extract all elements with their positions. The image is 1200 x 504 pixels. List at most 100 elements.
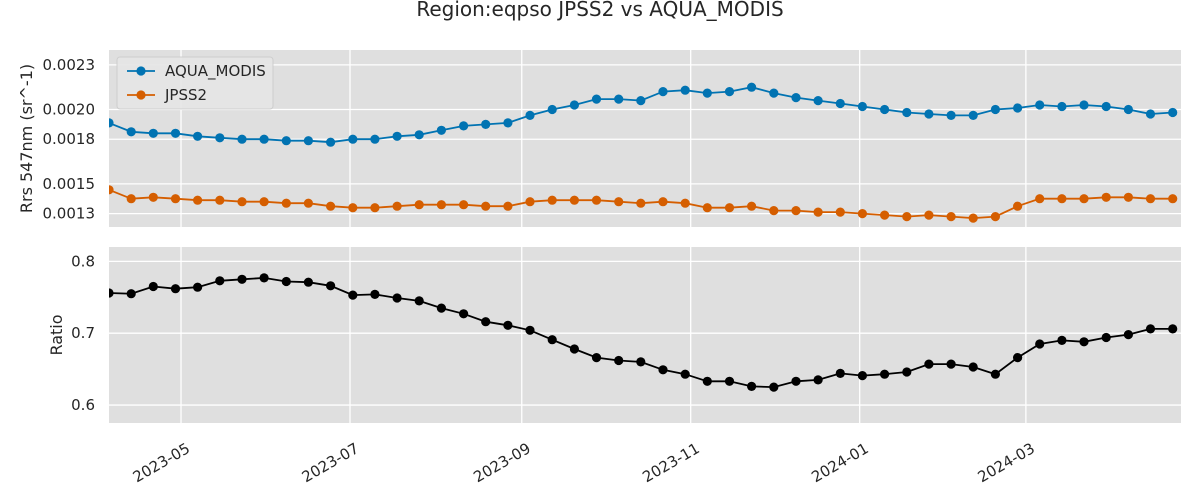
- data-point: [968, 213, 978, 223]
- data-point: [702, 203, 712, 213]
- data-point: [769, 382, 779, 392]
- data-point: [126, 194, 136, 204]
- data-point: [303, 136, 313, 146]
- data-point: [259, 197, 269, 207]
- data-point: [1079, 337, 1089, 347]
- data-point: [170, 128, 181, 138]
- y-axis-label: Ratio: [47, 314, 66, 355]
- legend: AQUA_MODIS JPSS2: [116, 56, 274, 110]
- data-point: [1101, 192, 1111, 202]
- data-point: [1123, 330, 1133, 340]
- data-point: [1035, 339, 1045, 349]
- data-point: [525, 197, 535, 207]
- data-point: [281, 136, 291, 146]
- data-point: [769, 88, 779, 98]
- data-point: [990, 212, 1001, 222]
- data-point: [259, 273, 269, 283]
- data-point: [215, 133, 225, 143]
- data-point: [835, 368, 845, 378]
- data-point: [724, 376, 735, 386]
- data-point: [880, 210, 890, 220]
- x-tick-label: 2024-01: [808, 439, 871, 486]
- data-point: [680, 85, 690, 95]
- data-point: [946, 359, 956, 369]
- data-point: [968, 362, 978, 372]
- y-tick-label: 0.6: [71, 396, 95, 414]
- data-point: [680, 198, 690, 208]
- data-point: [1057, 335, 1067, 345]
- data-point: [525, 325, 535, 335]
- legend-box: [116, 56, 274, 110]
- x-tick-label: 2023-09: [470, 439, 533, 486]
- data-point: [857, 101, 868, 112]
- data-point: [370, 134, 380, 144]
- data-point: [1057, 194, 1067, 204]
- data-point: [857, 209, 868, 219]
- data-point: [148, 192, 158, 202]
- data-point: [658, 87, 668, 97]
- data-point: [237, 274, 247, 284]
- data-point: [436, 303, 446, 313]
- y-tick-label: 0.7: [71, 324, 95, 342]
- data-point: [1101, 332, 1111, 343]
- data-point: [370, 203, 380, 213]
- data-point: [614, 94, 624, 104]
- data-point: [170, 194, 181, 204]
- data-point: [459, 200, 469, 210]
- data-point: [747, 201, 757, 211]
- data-point: [835, 98, 845, 109]
- data-point: [193, 195, 203, 205]
- legend-label: JPSS2: [164, 86, 207, 104]
- data-point: [658, 197, 668, 207]
- data-point: [281, 198, 291, 208]
- data-point: [857, 371, 868, 381]
- y-tick-label: 0.0013: [43, 205, 96, 223]
- x-tick-label: 2023-11: [639, 439, 702, 486]
- data-point: [481, 201, 491, 211]
- data-point: [392, 293, 402, 303]
- series-aqua_modis: [109, 82, 1178, 147]
- data-point: [747, 82, 757, 92]
- data-point: [1101, 101, 1111, 112]
- data-point: [237, 197, 247, 207]
- data-point: [1035, 100, 1045, 110]
- data-point: [636, 96, 646, 106]
- data-point: [747, 381, 757, 391]
- data-point: [503, 320, 513, 330]
- data-point: [1145, 109, 1156, 119]
- data-point: [924, 359, 934, 369]
- data-point: [547, 195, 557, 205]
- data-point: [303, 277, 313, 287]
- data-point: [414, 130, 424, 140]
- data-point: [724, 203, 735, 213]
- data-point: [968, 110, 978, 120]
- data-point: [1123, 192, 1133, 202]
- data-point: [569, 344, 580, 354]
- data-point: [1168, 107, 1178, 118]
- data-point: [813, 207, 823, 217]
- data-point: [946, 110, 956, 120]
- data-point: [902, 212, 912, 222]
- data-point: [1035, 194, 1045, 204]
- data-point: [1013, 201, 1023, 211]
- data-point: [503, 118, 513, 128]
- y-tick-label: 0.0018: [43, 130, 96, 148]
- data-point: [481, 119, 491, 129]
- data-point: [109, 288, 114, 298]
- data-point: [1013, 103, 1023, 113]
- data-point: [813, 375, 823, 385]
- y-tick-label: 0.8: [71, 252, 95, 270]
- data-point: [525, 110, 535, 120]
- data-point: [990, 104, 1001, 115]
- data-point: [946, 212, 956, 222]
- data-point: [591, 353, 602, 363]
- data-point: [1145, 194, 1156, 204]
- data-point: [193, 282, 203, 292]
- data-point: [1123, 104, 1133, 115]
- data-point: [459, 309, 469, 319]
- data-point: [481, 317, 491, 327]
- data-point: [326, 137, 336, 147]
- data-point: [702, 376, 712, 386]
- data-point: [170, 284, 181, 294]
